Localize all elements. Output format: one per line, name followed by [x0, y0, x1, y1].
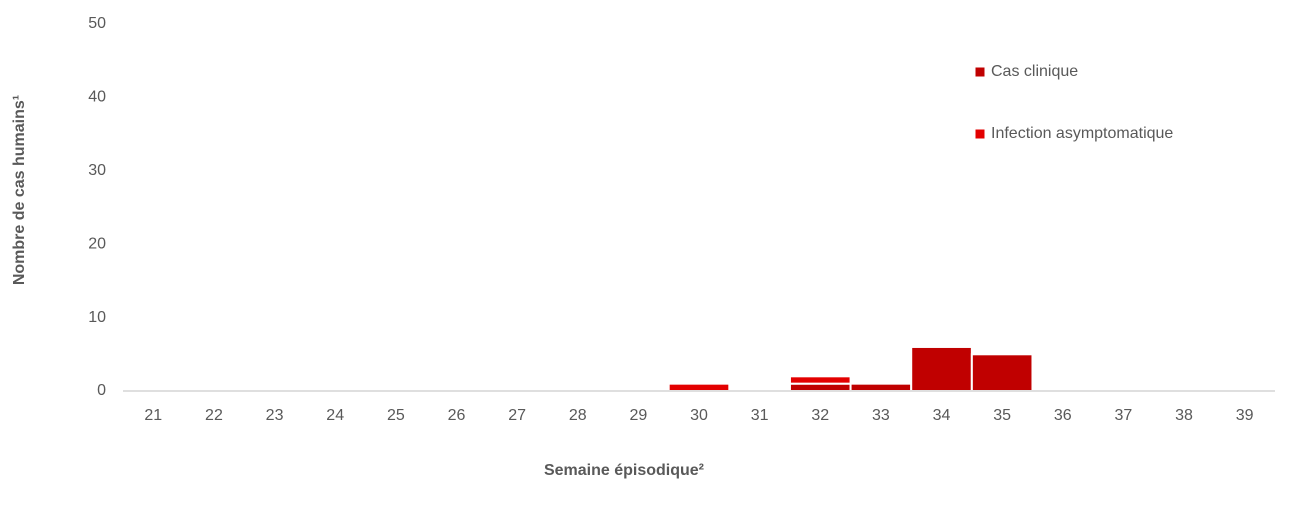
- y-tick-label: 10: [88, 309, 106, 326]
- legend-swatch: [974, 66, 986, 78]
- x-tick-label: 35: [993, 407, 1011, 424]
- x-tick-label: 31: [751, 407, 769, 424]
- x-tick-label: 30: [690, 407, 708, 424]
- y-axis-title: Nombre de cas humains¹: [11, 95, 28, 285]
- x-tick-label: 22: [205, 407, 223, 424]
- bar: [788, 382, 852, 393]
- legend-label: Cas clinique: [991, 63, 1078, 80]
- x-tick-label: 37: [1115, 407, 1133, 424]
- x-tick-label: 26: [448, 407, 466, 424]
- x-tick-label: 23: [266, 407, 284, 424]
- bar: [970, 353, 1034, 392]
- x-tick-label: 38: [1175, 407, 1193, 424]
- x-tick-label: 32: [811, 407, 829, 424]
- x-tick-label: 28: [569, 407, 587, 424]
- x-tick-label: 21: [144, 407, 162, 424]
- x-tick-label: 24: [326, 407, 344, 424]
- legend-swatch: [974, 128, 986, 140]
- x-tick-label: 39: [1236, 407, 1254, 424]
- x-tick-label: 25: [387, 407, 405, 424]
- x-tick-label: 29: [629, 407, 647, 424]
- x-tick-label: 27: [508, 407, 526, 424]
- bar: [849, 382, 913, 393]
- y-tick-label: 20: [88, 235, 106, 252]
- y-tick-label: 40: [88, 89, 106, 106]
- x-tick-label: 36: [1054, 407, 1072, 424]
- x-tick-label: 33: [872, 407, 890, 424]
- y-tick-label: 0: [97, 382, 106, 399]
- bar: [788, 375, 852, 385]
- legend-label: Infection asymptomatique: [991, 125, 1173, 142]
- y-tick-label: 50: [88, 15, 106, 32]
- y-tick-label: 30: [88, 162, 106, 179]
- x-tick-label: 34: [933, 407, 951, 424]
- x-axis-title: Semaine épisodique²: [544, 462, 704, 479]
- bar: [667, 382, 731, 393]
- bar: [910, 345, 973, 392]
